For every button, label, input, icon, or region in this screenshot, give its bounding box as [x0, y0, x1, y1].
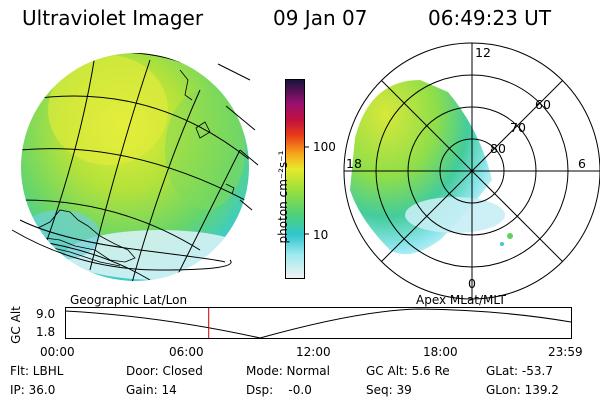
glat-info: GLat: -53.7: [486, 364, 553, 378]
date-label: 09 Jan 07: [273, 6, 368, 30]
mlt-label-18: 18: [346, 156, 362, 171]
door-info: Door: Closed: [126, 364, 203, 378]
lat-label-60: 60: [535, 97, 551, 112]
seq-info: Seq: 39: [366, 383, 412, 397]
filter-info: Flt: LBHL: [10, 364, 64, 378]
time-tick-2359: 23:59: [548, 345, 583, 359]
glon-info: GLon: 139.2: [486, 383, 559, 397]
timeline-right-title: Apex MLat/MLT: [416, 293, 506, 307]
timeline-y-min: 1.8: [36, 325, 56, 339]
timeline-left-title: Geographic Lat/Lon: [70, 293, 188, 307]
mlt-label-6: 6: [578, 156, 586, 171]
colorbar: [285, 79, 309, 279]
timeline-y-max: 9.0: [36, 307, 56, 321]
time-tick-1200: 12:00: [296, 345, 331, 359]
mlt-label-12: 12: [475, 45, 491, 60]
colorbar-tick-10: 10: [313, 228, 329, 242]
colorbar-tick-100: 100: [313, 140, 336, 154]
lat-label-70: 70: [510, 120, 526, 135]
time-tick-1800: 18:00: [423, 345, 458, 359]
time-label: 06:49:23 UT: [428, 6, 552, 30]
time-tick-0600: 06:00: [169, 345, 204, 359]
mode-info: Mode: Normal: [246, 364, 330, 378]
time-tick-0000: 00:00: [40, 345, 75, 359]
ip-info: IP: 36.0: [10, 383, 56, 397]
gain-info: Gain: 14: [126, 383, 177, 397]
dsp-info: Dsp: -0.0: [246, 383, 312, 397]
instrument-title: Ultraviolet Imager: [22, 6, 204, 30]
lat-label-80: 80: [490, 141, 506, 156]
gc-alt-info: GC Alt: 5.6 Re: [366, 364, 450, 378]
mlt-label-0: 0: [468, 276, 476, 291]
